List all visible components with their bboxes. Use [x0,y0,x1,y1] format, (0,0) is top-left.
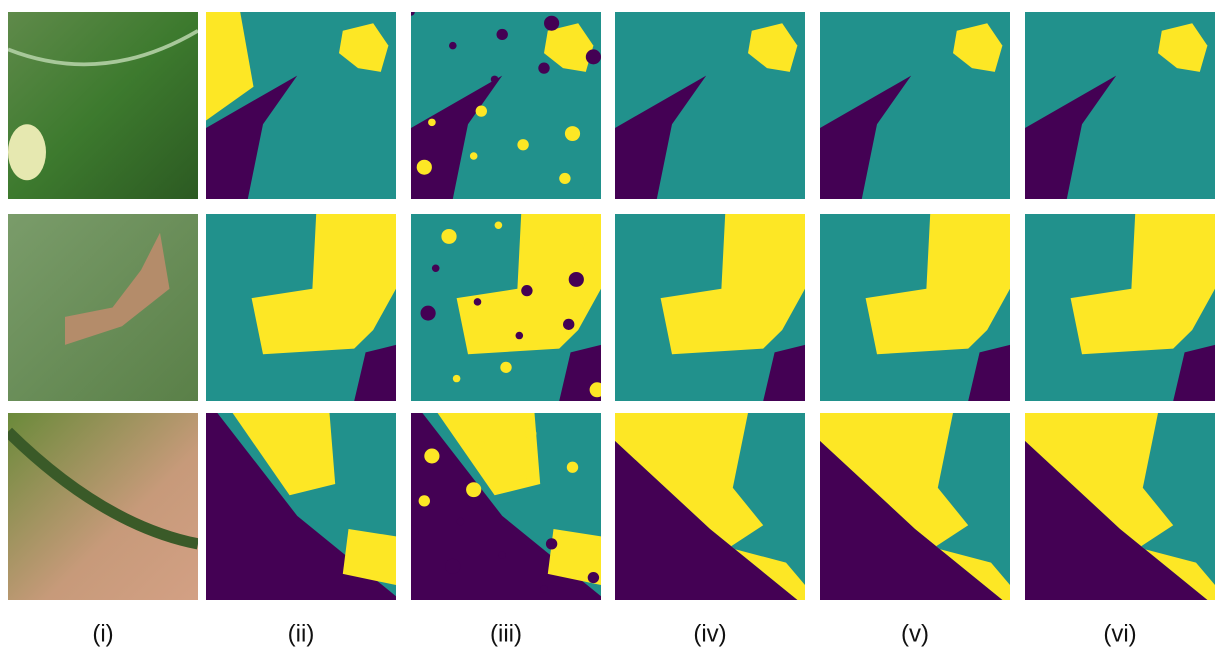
noise [563,319,574,330]
noise [516,332,524,339]
mask [820,214,1010,401]
mask [1025,214,1215,401]
noise [478,441,486,448]
noise [491,76,499,83]
noise [498,551,506,558]
column-label: (iv) [693,620,726,647]
noise [525,428,536,439]
noise [521,285,532,296]
mask [820,12,1010,199]
noise [453,375,461,382]
noise [421,306,436,321]
noise [538,62,549,73]
noise [441,229,456,244]
noise [424,449,439,464]
mask [1025,12,1215,199]
noise [449,42,457,49]
noise [519,475,527,482]
mask [407,8,601,199]
noise [474,298,482,305]
figure: (i) (ii) (iii) (iv) (v) (vi) [0,0,1217,654]
mask [206,413,396,600]
noise [590,382,605,397]
noise [445,559,460,574]
noise [466,482,481,497]
leaf [8,214,198,401]
noise [403,525,418,540]
mask [1025,413,1215,600]
noise [428,119,436,126]
noise [588,572,599,583]
noise [407,8,415,15]
noise [546,538,557,549]
mask [206,12,396,199]
noise [457,518,465,525]
photo [8,12,198,199]
noise [432,264,440,271]
noise [419,495,430,506]
noise [565,126,580,141]
mask [411,208,605,401]
noise [542,208,553,219]
mask [206,214,396,401]
mask [403,413,601,600]
column-label: (v) [901,620,929,647]
noise [417,160,432,175]
highlight [8,124,46,180]
column-label: (vi) [1103,620,1136,647]
noise [495,221,503,228]
noise [584,242,595,253]
noise [500,362,511,373]
noise [569,272,584,287]
column-label: (ii) [288,620,315,647]
mask [820,413,1010,600]
mask [615,12,805,199]
mask [615,214,805,401]
mask [615,413,805,600]
noise [476,106,487,117]
column-label: (i) [92,620,113,647]
noise [567,462,578,473]
noise [586,49,601,64]
photo [8,214,198,401]
noise [517,139,528,150]
noise [544,16,559,31]
noise [497,29,508,40]
photo [8,413,198,600]
noise [470,152,478,159]
noise [540,585,548,592]
column-label: (iii) [490,620,522,647]
noise [559,173,570,184]
